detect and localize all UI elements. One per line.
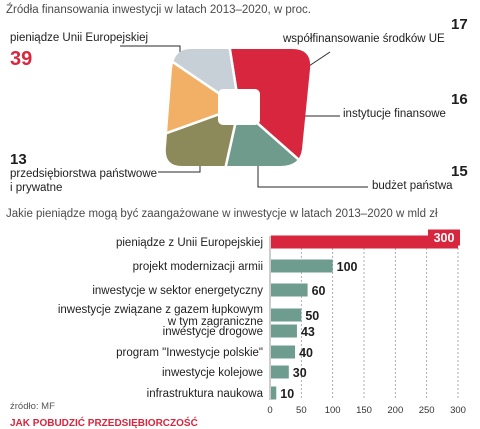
bar-tick-label: 0 bbox=[267, 405, 272, 416]
legend-cofinancing-label: współfinansowanie środków UE bbox=[283, 33, 445, 45]
bar-value-label: 100 bbox=[337, 260, 358, 274]
bar-value-badge bbox=[428, 229, 460, 246]
bar-tick-label: 300 bbox=[450, 405, 466, 416]
bar-value-label: 40 bbox=[299, 346, 313, 360]
bar-category-label: inwestycje drogowe bbox=[163, 326, 263, 338]
bar-chart-title: Jakie pieniądze mogą być zaangażowane w … bbox=[6, 208, 438, 220]
legend-eu-value: 39 bbox=[10, 48, 33, 70]
pie-slice-eu bbox=[215, 49, 311, 166]
legend-enterprises-label: przedsiębiorstwa państwowe i prywatne bbox=[10, 168, 158, 194]
legend-budget-value: 15 bbox=[451, 163, 468, 180]
pie-slice-institutions bbox=[165, 105, 241, 166]
bar-tick-label: 50 bbox=[296, 405, 307, 416]
bar-category-label: inwestycje kolejowe bbox=[162, 367, 263, 379]
leader-line-budget bbox=[257, 160, 368, 188]
bar-value-label: 50 bbox=[305, 309, 319, 323]
bar-tick-label: 150 bbox=[356, 405, 372, 416]
pie-slice-cofinancing bbox=[206, 104, 311, 166]
bar-category-label: pieniądze z Unii Europejskiej bbox=[116, 237, 263, 249]
bar-1 bbox=[271, 259, 333, 273]
bar-category-label: inwestycje w sektor energetyczny bbox=[92, 285, 263, 297]
bar-5 bbox=[271, 345, 296, 359]
legend-eu-label: pieniądze Unii Europejskiej bbox=[10, 32, 149, 44]
bar-0 bbox=[271, 235, 458, 249]
bar-category-label: inwestycje związane z gazem łupkowym w ty… bbox=[58, 304, 263, 328]
bar-value-label: 43 bbox=[301, 325, 315, 339]
bar-tick-label: 200 bbox=[387, 405, 403, 416]
bar-value-label: 30 bbox=[293, 366, 307, 380]
legend-cofinancing-value: 17 bbox=[451, 16, 468, 33]
bar-category-label: projekt modernizacji armii bbox=[133, 261, 263, 273]
bar-tick-label: 100 bbox=[325, 405, 341, 416]
legend-enterprises-value: 13 bbox=[10, 151, 27, 168]
bar-value-label: 10 bbox=[280, 387, 294, 401]
footer-headline: JAK POBUDZIĆ PRZEDSIĘBIORCZOŚĆ bbox=[10, 418, 198, 429]
legend-budget-label: budżet państwa bbox=[372, 180, 453, 192]
bar-2 bbox=[271, 283, 308, 297]
pie-chart bbox=[165, 49, 311, 166]
legend-institutions-value: 16 bbox=[451, 91, 468, 108]
bar-category-label: program "Inwestycje polskie" bbox=[116, 347, 263, 359]
source-note: źródło: MF bbox=[10, 401, 55, 412]
pie-slice-enterprises bbox=[165, 49, 241, 110]
bar-category-label: infrastruktura naukowa bbox=[147, 388, 264, 400]
bar-tick-label: 250 bbox=[419, 405, 435, 416]
legend-institutions-label: instytucje finansowe bbox=[343, 108, 446, 120]
bar-3 bbox=[271, 308, 302, 322]
bar-6 bbox=[271, 365, 289, 379]
pie-hole bbox=[218, 89, 260, 125]
pie-chart-title: Źródła finansowania inwestycji w latach … bbox=[6, 4, 311, 16]
bar-7 bbox=[271, 386, 277, 400]
bar-value-label: 60 bbox=[312, 284, 326, 298]
bar-value-label: 300 bbox=[434, 231, 455, 245]
bar-4 bbox=[271, 324, 297, 338]
